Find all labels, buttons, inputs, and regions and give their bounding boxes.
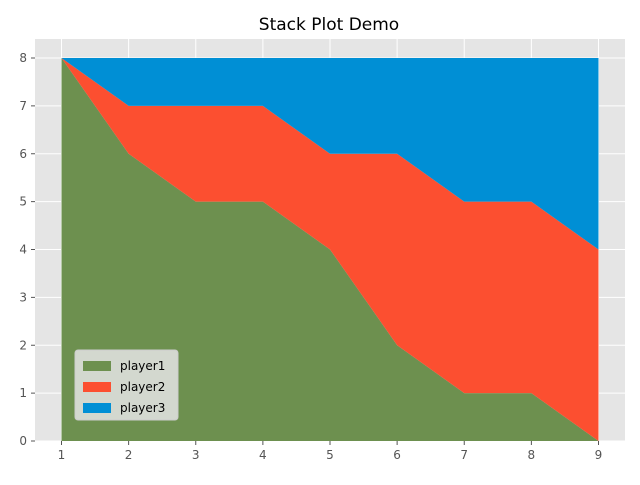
area-player2	[61, 58, 599, 441]
x-tick-label: 5	[326, 448, 334, 462]
x-tick-label: 3	[192, 448, 200, 462]
legend-swatch-player2	[83, 382, 111, 392]
y-tick-label: 4	[19, 243, 27, 257]
legend-swatch-player3	[83, 403, 111, 413]
y-tick-label: 7	[19, 99, 27, 113]
y-tick-label: 6	[19, 147, 27, 161]
legend-swatch-player1	[83, 361, 111, 371]
y-tick-label: 1	[19, 386, 27, 400]
x-tick-label: 1	[58, 448, 66, 462]
y-tick-label: 0	[19, 434, 27, 448]
legend-label-player2: player2	[120, 380, 165, 394]
x-tick-label: 9	[595, 448, 603, 462]
x-tick-label: 7	[460, 448, 468, 462]
y-tick-label: 2	[19, 338, 27, 352]
axis-ticks: 1 2 3 4 5 6 7 8 9 0 1 2 3 4 5 6 7 8	[19, 51, 602, 462]
legend-label-player3: player3	[120, 401, 165, 415]
x-tick-label: 2	[125, 448, 133, 462]
chart-title: Stack Plot Demo	[259, 15, 399, 35]
x-tick-label: 4	[259, 448, 267, 462]
y-tick-label: 3	[19, 290, 27, 304]
y-tick-label: 5	[19, 195, 27, 209]
x-tick-label: 8	[528, 448, 536, 462]
legend: player1 player2 player3	[74, 349, 179, 421]
stacked-areas	[61, 58, 599, 441]
y-tick-label: 8	[19, 51, 27, 65]
area-player3	[61, 58, 599, 250]
x-tick-label: 6	[393, 448, 401, 462]
legend-label-player1: player1	[120, 359, 165, 373]
